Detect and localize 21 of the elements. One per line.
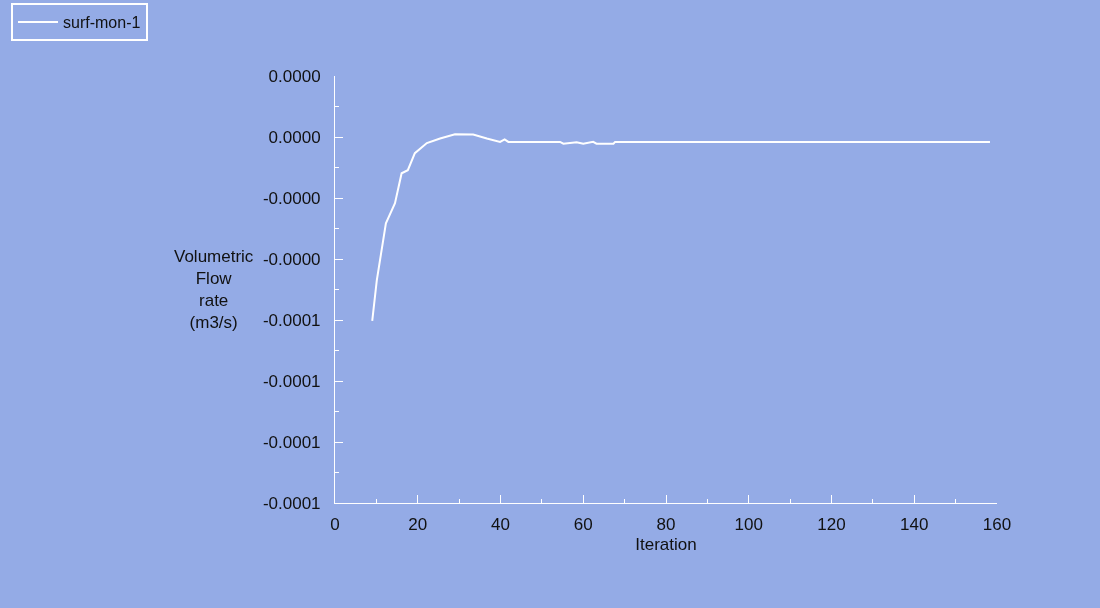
y-tick-label: -0.0001	[262, 432, 321, 452]
x-tick-label: 100	[734, 515, 763, 535]
y-tick-label: -0.0000	[262, 249, 321, 269]
x-tick-label: 140	[900, 515, 929, 535]
x-tick-label: 40	[491, 515, 510, 535]
y-tick-label: -0.0000	[262, 188, 321, 208]
x-tick-label: 80	[656, 515, 676, 535]
line-series	[371, 133, 991, 322]
y-tick-label: 0.0000	[268, 127, 321, 147]
y-tick-label: -0.0001	[262, 371, 321, 391]
x-tick-label: 120	[817, 515, 846, 535]
x-tick-label: 160	[982, 515, 1012, 535]
y-tick-label: 0.0000	[268, 66, 321, 86]
x-tick-label: 20	[408, 515, 428, 535]
x-tick-label: 60	[573, 515, 593, 535]
y-axis-title: Volumetric Flow rate (m3/s)	[174, 247, 254, 333]
y-tick-label: -0.0001	[262, 310, 321, 330]
legend-label: surf-mon-1	[63, 14, 141, 32]
x-tick-label: 0	[330, 515, 340, 535]
x-axis-title: Iteration	[635, 534, 697, 554]
y-tick-label: -0.0001	[262, 493, 321, 513]
